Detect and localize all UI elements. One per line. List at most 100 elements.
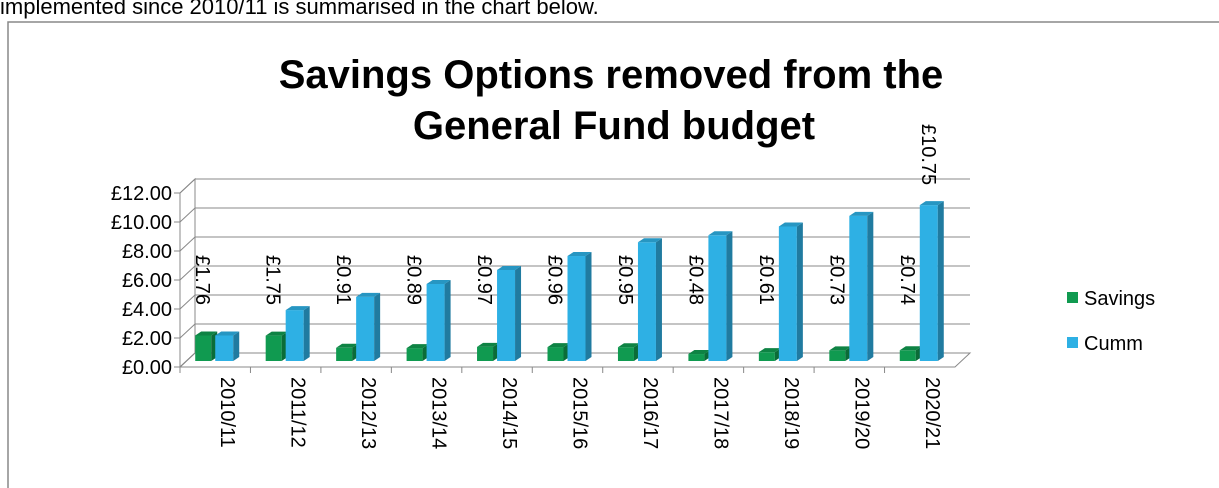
bar-top <box>919 201 944 206</box>
bar-top <box>849 211 874 216</box>
bar-top <box>899 346 922 351</box>
bar <box>426 284 445 361</box>
x-tick-label: 2014/15 <box>498 377 520 449</box>
data-label: £1.76 <box>191 255 213 305</box>
x-tick-label: 2011/12 <box>287 377 309 448</box>
bar-top <box>497 265 522 270</box>
bar <box>195 335 212 361</box>
bar-side <box>726 231 733 361</box>
bar-side <box>937 201 944 361</box>
bar <box>617 347 634 361</box>
bar <box>688 354 705 361</box>
grid-line <box>179 323 196 339</box>
bar <box>215 335 234 361</box>
bar <box>406 348 423 361</box>
y-tick-label: £0.00 <box>122 357 172 379</box>
bar-top <box>406 344 429 349</box>
data-label: £0.48 <box>684 255 706 305</box>
data-label: £10.75 <box>917 124 939 185</box>
x-tick-label: 2010/11 <box>216 377 238 448</box>
bar <box>849 215 868 361</box>
y-tick-label: £12.00 <box>111 183 172 205</box>
bar <box>758 352 775 361</box>
bar-top <box>195 331 218 336</box>
x-tick-label: 2017/18 <box>709 377 731 449</box>
bar-top <box>285 306 310 311</box>
bar-top <box>356 292 381 297</box>
data-label: £0.96 <box>544 255 566 305</box>
data-label: £0.89 <box>403 255 425 305</box>
bar <box>497 269 516 361</box>
bar <box>265 335 282 361</box>
x-tick-label: 2013/14 <box>428 377 450 449</box>
y-tick-label: £6.00 <box>122 270 172 292</box>
data-label: £0.91 <box>332 255 354 305</box>
legend-label: Cumm <box>1084 333 1143 355</box>
bar-side <box>374 292 381 361</box>
bar-top <box>829 346 852 351</box>
bar-top <box>336 343 359 348</box>
grid-line <box>179 207 196 223</box>
y-tick-label: £8.00 <box>122 241 172 263</box>
data-label: £0.97 <box>473 255 495 305</box>
bar-top <box>617 343 640 348</box>
chart-title: Savings Options removed from the <box>279 53 944 97</box>
x-tick-label: 2019/20 <box>850 377 872 449</box>
data-label: £0.61 <box>755 255 777 305</box>
bar <box>637 242 656 361</box>
chart-frame <box>7 21 1219 488</box>
bar-side <box>655 238 662 361</box>
x-tick-label: 2012/13 <box>357 377 379 449</box>
grid-line <box>179 352 196 368</box>
bar <box>708 235 727 361</box>
grid-line <box>179 294 196 310</box>
bar <box>778 226 797 361</box>
bar-top <box>688 350 711 355</box>
bar <box>547 347 564 361</box>
intro-text: implemented since 2010/11 is summarised … <box>0 0 599 19</box>
bar-top <box>708 231 733 236</box>
data-label: £0.74 <box>896 255 918 305</box>
bar <box>477 346 494 361</box>
bar-top <box>778 222 803 227</box>
y-tick-label: £10.00 <box>111 212 172 234</box>
bar-side <box>585 252 592 361</box>
bar-top <box>477 342 500 347</box>
bar-side <box>233 331 240 361</box>
bar-side <box>303 306 310 361</box>
bar-top <box>265 331 288 336</box>
bar <box>356 296 375 361</box>
bar-top <box>637 238 662 243</box>
bar-side <box>867 211 874 361</box>
chart-title: General Fund budget <box>413 104 815 148</box>
bar <box>829 350 846 361</box>
bar-top <box>426 280 451 285</box>
bar <box>919 205 938 361</box>
bar-side <box>515 265 522 361</box>
grid-line <box>179 236 196 252</box>
bar <box>567 256 586 361</box>
bar-side <box>796 222 803 361</box>
data-label: £0.73 <box>825 255 847 305</box>
y-tick-label: £2.00 <box>122 328 172 350</box>
data-label: £1.75 <box>262 255 284 305</box>
x-tick-label: 2016/17 <box>639 377 661 449</box>
x-tick-label: 2020/21 <box>921 377 943 449</box>
x-tick-label: 2018/19 <box>780 377 802 449</box>
x-tick-label: 2015/16 <box>569 377 591 449</box>
bar-top <box>547 343 570 348</box>
y-tick-label: £4.00 <box>122 299 172 321</box>
bar-side <box>444 280 451 361</box>
legend-swatch <box>1067 292 1078 303</box>
legend-label: Savings <box>1084 288 1155 310</box>
legend-swatch <box>1067 337 1078 348</box>
grid-line <box>179 265 196 281</box>
bar-top <box>758 348 781 353</box>
bar <box>899 350 916 361</box>
bar <box>285 310 304 361</box>
data-label: £0.95 <box>614 255 636 305</box>
bar <box>336 347 353 361</box>
grid-line <box>179 178 196 194</box>
